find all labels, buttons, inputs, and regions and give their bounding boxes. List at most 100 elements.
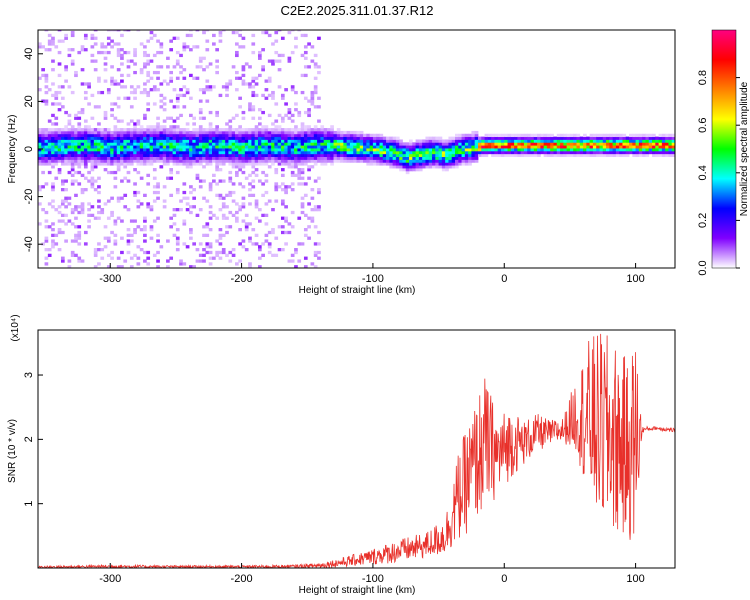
heatmap-cell [126,156,131,160]
heatmap-cell [64,150,68,155]
heatmap-cell [333,145,338,149]
heatmap-cell [189,48,193,52]
heatmap-cell [267,245,272,249]
heatmap-cell [225,85,229,89]
heatmap-cell [514,136,518,140]
heatmap-cell [189,130,193,135]
heatmap-cell [257,265,262,268]
heatmap-cell [231,199,236,203]
heatmap-cell [563,133,568,138]
heatmap-cell [507,142,512,146]
heatmap-cell [533,139,538,143]
heatmap-cell [110,108,114,112]
heatmap-cell [448,148,453,152]
heatmap-cell [382,142,387,146]
heatmap-cell [284,219,288,223]
heatmap-cell [172,162,177,166]
heatmap-cell [638,148,643,152]
heatmap-cell [205,85,210,89]
heatmap-cell [54,139,59,143]
heatmap-cell [336,136,341,140]
heatmap-cell [212,256,216,260]
heatmap-cell [297,30,302,32]
heatmap-cell [638,150,643,155]
heatmap-cell [218,196,223,200]
heatmap-cell [428,156,433,160]
heatmap-cell [44,85,49,89]
heatmap-cell [274,39,279,43]
heatmap-cell [612,139,617,143]
heatmap-cell [395,139,400,143]
heatmap-cell [317,188,321,192]
heatmap-cell [248,222,252,226]
heatmap-cell [569,139,574,143]
heatmap-cell [182,42,187,46]
heatmap-cell [241,245,246,249]
heatmap-cell [110,213,114,217]
heatmap-cell [369,156,374,160]
heatmap-cell [379,133,384,138]
heatmap-cell [129,159,134,163]
heatmap-cell [182,130,187,135]
heatmap-cell [520,153,525,158]
heatmap-cell [136,225,141,229]
heatmap-cell [366,136,371,140]
heatmap-cell [287,153,292,158]
heatmap-cell [182,45,187,49]
heatmap-cell [271,148,275,152]
heatmap-cell [261,162,265,166]
heatmap-cell [290,153,295,158]
heatmap-cell [57,219,62,223]
heatmap-cell [507,150,512,155]
heatmap-cell [221,139,226,143]
heatmap-cell [185,153,190,158]
heatmap-cell [51,122,55,126]
heatmap-cell [93,105,98,109]
heatmap-cell [185,159,190,163]
heatmap-cell [392,139,397,143]
heatmap-cell [386,153,390,158]
heatmap-cell [330,148,334,152]
heatmap-cell [491,142,495,146]
heatmap-cell [87,125,91,129]
heatmap-cell [133,62,137,66]
heatmap-cell [248,159,252,163]
heatmap-cell [182,93,187,98]
heatmap-cell [80,159,85,163]
heatmap-cell [156,145,160,149]
heatmap-cell [248,153,252,158]
heatmap-cell [60,130,65,135]
heatmap-cell [313,208,318,212]
heatmap-cell [346,145,351,149]
heatmap-cell [596,148,600,152]
heatmap-cell [123,165,128,169]
heatmap-cell [100,162,105,166]
heatmap-cell [215,250,219,255]
heatmap-cell [185,33,190,38]
heatmap-cell [445,153,449,158]
heatmap-cell [317,242,321,246]
heatmap-cell [47,170,52,175]
heatmap-cell [271,228,275,232]
heatmap-cell [189,205,193,209]
heatmap-cell [175,59,180,63]
heatmap-cell [254,159,259,163]
heatmap-cell [156,133,160,138]
heatmap-cell [169,148,174,152]
heatmap-cell [212,136,216,140]
heatmap-cell [162,159,167,163]
heatmap-cell [540,150,545,155]
heatmap-cell [172,36,177,40]
heatmap-cell [458,156,462,160]
heatmap-cell [261,153,265,158]
heatmap-cell [317,139,321,143]
heatmap-cell [287,59,292,63]
heatmap-cell [458,142,462,146]
heatmap-cell [287,165,292,169]
heatmap-cell [192,162,196,166]
heatmap-cell [70,90,75,95]
heatmap-cell [645,133,650,138]
heatmap-cell [152,130,157,135]
heatmap-cell [44,136,49,140]
heatmap-cell [635,145,640,149]
